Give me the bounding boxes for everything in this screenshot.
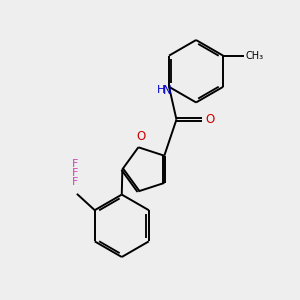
Text: O: O xyxy=(137,130,146,143)
Text: H: H xyxy=(157,85,165,95)
Text: F: F xyxy=(72,160,79,170)
Text: F: F xyxy=(72,168,79,178)
Text: O: O xyxy=(205,113,214,126)
Text: CH₃: CH₃ xyxy=(245,51,263,61)
Text: F: F xyxy=(72,177,79,187)
Text: N: N xyxy=(163,84,172,97)
